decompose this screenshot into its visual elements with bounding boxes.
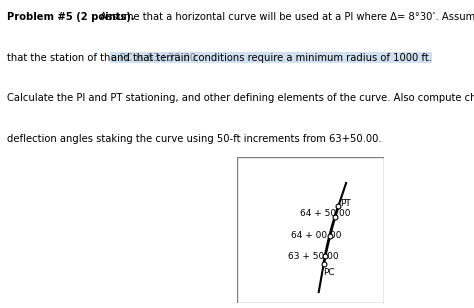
Text: PT: PT <box>341 199 351 208</box>
Text: Calculate the PI and PT stationing, and other defining elements of the curve. Al: Calculate the PI and PT stationing, and … <box>7 93 474 103</box>
Text: Assume that a horizontal curve will be used at a PI where Δ= 8°30’. Assume also: Assume that a horizontal curve will be u… <box>97 12 474 22</box>
Text: deflection angles staking the curve using 50-ft increments from 63+50.00.: deflection angles staking the curve usin… <box>7 134 382 144</box>
Text: PC: PC <box>323 268 335 277</box>
Text: that the station of the PC is 63+30.00: that the station of the PC is 63+30.00 <box>7 53 200 63</box>
Text: and that terrain conditions require a minimum radius of 1000 ft.: and that terrain conditions require a mi… <box>111 53 432 63</box>
Text: Problem #5 (2 points).: Problem #5 (2 points). <box>7 12 135 22</box>
Text: 63 + 50.00: 63 + 50.00 <box>288 253 338 261</box>
Text: 64 + 50.00: 64 + 50.00 <box>300 209 350 218</box>
Text: 64 + 00.00: 64 + 00.00 <box>291 230 341 240</box>
